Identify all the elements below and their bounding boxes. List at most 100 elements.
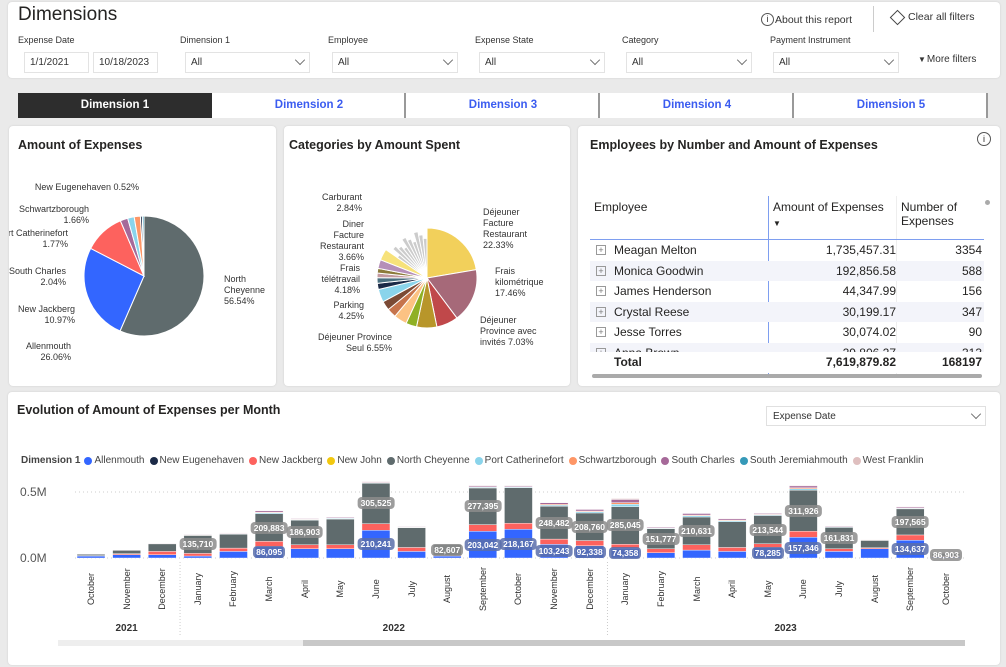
expand-icon[interactable]: + [596,245,606,255]
legend-item-new-jackberg[interactable]: New Jackberg [249,455,322,466]
pie-data-label: Diner Facture Restaurant 3.66% [319,219,364,262]
tab-divider [986,93,988,118]
employee-dropdown[interactable]: All [332,52,458,73]
column-header-amount[interactable]: Amount of Expenses ▼ [773,200,898,244]
bar-data-label: 151,777 [642,532,680,545]
legend-item-south-jeremiahmouth[interactable]: South Jeremiahmouth [739,455,848,466]
tab-dimension-4[interactable]: Dimension 4 [600,93,794,118]
expand-icon[interactable]: + [596,306,606,317]
about-report-button[interactable]: i About this report [761,13,852,26]
tab-dimension-1[interactable]: Dimension 1 [18,93,212,118]
amount-cell: 1,735,457.31 [825,243,896,257]
legend-item-west-franklin[interactable]: West Franklin [852,455,924,466]
info-icon: i [761,13,774,26]
tab-dimension-5[interactable]: Dimension 5 [794,93,988,118]
horizontal-scrollbar[interactable] [592,374,982,378]
x-tick-label: December [157,568,168,610]
x-tick-label: February [655,571,666,608]
tab-dimension-2[interactable]: Dimension 2 [212,93,406,118]
number-cell: 313 [961,345,982,354]
pie-slice-other[interactable] [141,215,145,277]
pie-slice-north-cheyenne[interactable] [119,215,205,337]
table-row[interactable]: + Crystal Reese 30,199.17 347 [590,301,984,322]
employee-name: Meagan Melton [614,243,697,257]
expense-state-dropdown[interactable]: All [479,52,605,73]
table-row[interactable]: + Monica Goodwin 192,856.58 588 [590,260,984,281]
legend-item-schwartzborough[interactable]: Schwartzborough [568,455,656,466]
pie-slice-other[interactable] [397,245,428,279]
pie-slice-diner-facture-restaurant[interactable] [379,248,428,279]
payment-instrument-dropdown[interactable]: All [773,52,899,73]
dimension-1-dropdown[interactable]: All [185,52,310,73]
category-dropdown[interactable]: All [626,52,752,73]
expand-icon[interactable]: + [596,286,606,296]
chevron-down-icon [883,54,895,66]
pie-slice-allenmouth[interactable] [83,247,145,332]
legend-item-allenmouth[interactable]: Allenmouth [84,455,145,466]
table-row[interactable]: + Meagan Melton 1,735,457.31 3354 [590,240,984,261]
bar-data-label: 157,346 [785,541,822,554]
legend-item-south-charles[interactable]: South Charles [661,455,735,466]
legend-item-port-catherinefort[interactable]: Port Catherinefort [474,455,564,466]
clear-filters-button[interactable]: Clear all filters [889,9,975,25]
legend-label: West Franklin [862,455,924,466]
employee-name: Anna Brown [614,345,680,354]
pie-data-label: Schwartzborough 1.66% [18,204,89,225]
number-cell: 3354 [955,243,982,257]
bar-data-label: 161,831 [820,532,858,545]
expand-icon[interactable]: + [596,347,606,353]
axis-field-dropdown[interactable]: Expense Date [766,406,986,426]
pie-data-label: Déjeuner Province avec invités 7.03% [480,315,537,347]
table-row[interactable]: + Jesse Torres 30,074.02 90 [590,322,984,343]
bar-data-label: 285,045 [606,519,644,532]
table-row[interactable]: + Anna Brown 29,806.27 313 [590,342,984,354]
legend-item-new-eugenehaven[interactable]: New Eugenehaven [149,455,244,466]
pie-data-label: New Jackberg 10.97% [17,304,75,325]
bar-data-label: 210,631 [678,524,715,537]
scrollbar-thumb[interactable] [303,640,965,646]
more-filters-button[interactable]: ▼ More filters [918,54,977,65]
expand-icon[interactable]: + [596,265,606,276]
table-row[interactable]: + James Henderson 44,347.99 156 [590,281,984,302]
legend-item-new-john[interactable]: New John [327,455,382,466]
legend-dot-icon [386,456,395,465]
legend-item-north-cheyenne[interactable]: North Cheyenne [386,455,470,466]
legend-dot-icon [568,456,577,465]
pie-slice-other[interactable] [392,245,428,279]
start-date-input[interactable]: 1/1/2021 [24,52,89,73]
bar-data-label: 213,544 [749,523,787,536]
end-date-input[interactable]: 10/18/2023 [93,52,158,73]
legend-label: New John [337,455,382,466]
chevron-down-icon [442,54,454,66]
info-icon[interactable]: i [977,132,991,146]
page-title: Dimensions [18,4,118,25]
bar-data-label: 210,241 [357,538,395,551]
pie-slice-other[interactable] [401,236,428,279]
column-header-number[interactable]: Number of Expenses [901,200,958,228]
pie-slice-other[interactable] [418,234,428,279]
amount-cell: 29,806.27 [842,345,896,354]
pie-slice-other[interactable] [406,238,428,279]
card-title: Evolution of Amount of Expenses per Mont… [17,403,281,417]
legend-dot-icon [852,456,861,465]
pie-slice-dejeuner-facture-restaurant[interactable] [426,227,477,279]
expand-icon[interactable]: + [596,327,606,337]
scroll-dot[interactable] [985,200,990,205]
x-tick-label: February [228,571,239,608]
categories-card: Categories by Amount Spent Déjeuner Fact… [284,126,570,386]
header-label: Amount of Expenses [773,200,884,214]
chart-legend: Dimension 1 Allenmouth New Eugenehaven New… [21,455,929,466]
tab-divider [598,93,600,118]
total-label: Total [614,355,642,369]
employee-name: James Henderson [614,284,712,298]
year-label: 2021 [115,623,138,634]
pie-slice-other[interactable] [422,237,428,279]
column-header-employee[interactable]: Employee [594,200,648,214]
amount-of-expenses-card: Amount of Expenses North Cheyenne 56.54%… [9,126,276,386]
filter-header: Dimensions i About this report Clear all… [8,2,1000,78]
tab-dimension-3[interactable]: Dimension 3 [406,93,600,118]
x-tick-label: April [727,580,738,599]
pie-slice-frais-kilometrique[interactable] [426,269,478,319]
pie-slice-other[interactable] [412,231,428,279]
card-title: Employees by Number and Amount of Expens… [590,138,878,152]
